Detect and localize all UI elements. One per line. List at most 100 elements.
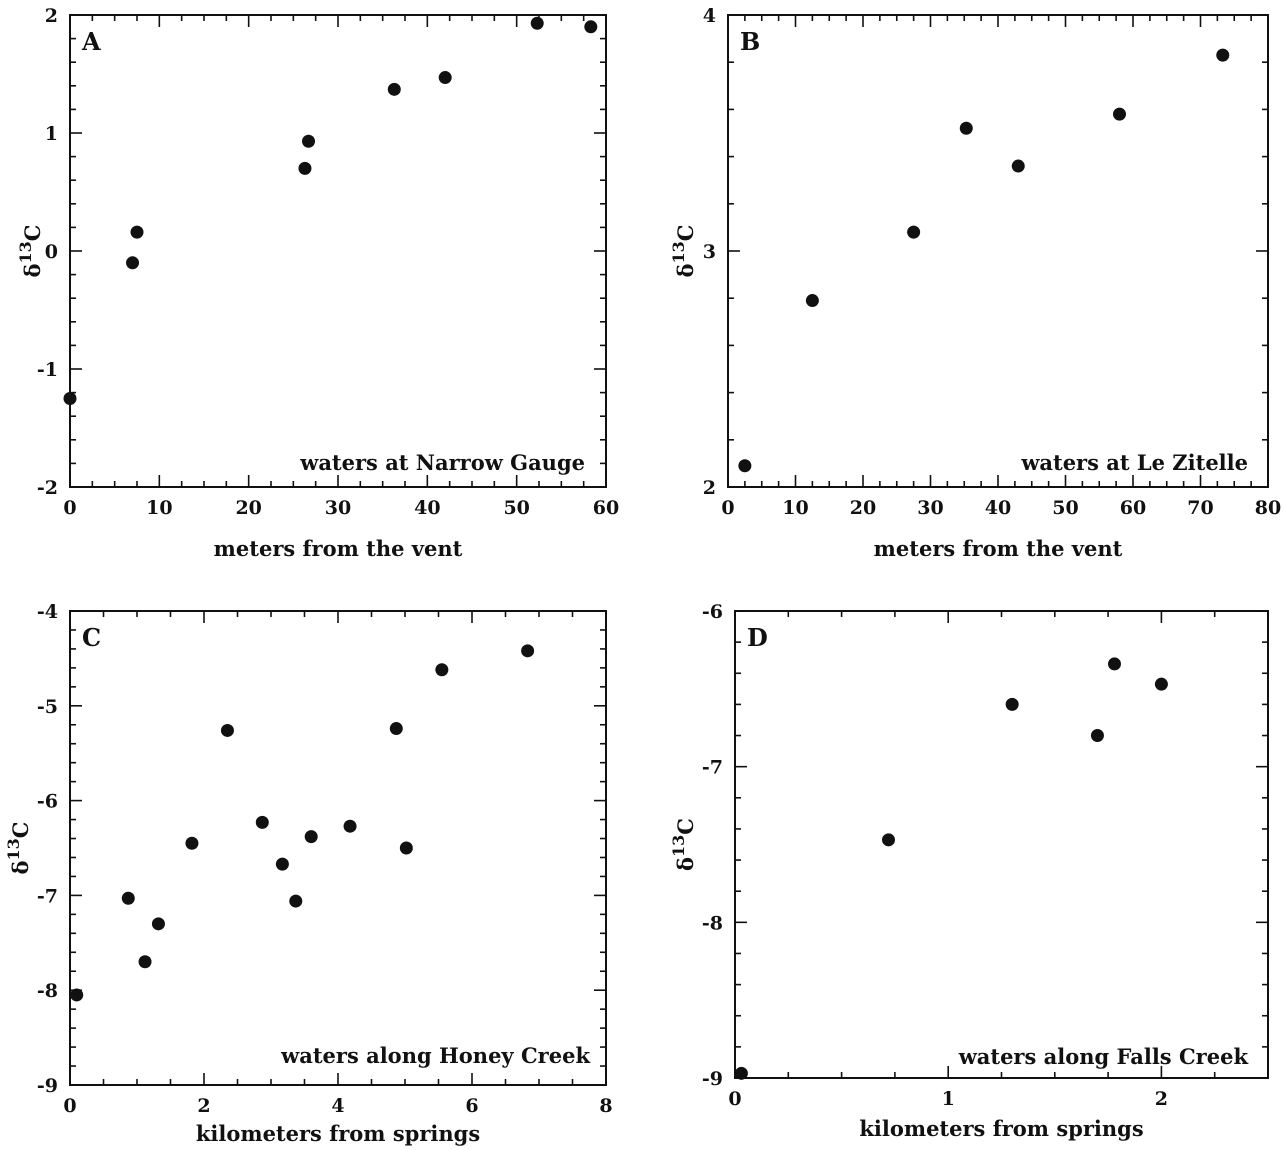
y-tick-label: -5 — [37, 696, 58, 718]
y-tick-label: 0 — [45, 241, 58, 263]
plot-frame — [69, 14, 607, 488]
data-point — [304, 830, 318, 844]
y-tick-label: -2 — [37, 477, 58, 499]
x-tick-label: 0 — [63, 1095, 76, 1117]
y-tick-label: -7 — [37, 885, 58, 907]
panel-letter: C — [82, 623, 101, 652]
data-point — [138, 955, 152, 969]
data-point — [151, 917, 165, 931]
y-tick-label: 2 — [703, 477, 716, 499]
data-point — [435, 663, 449, 677]
y-axis-label: δ13C — [669, 818, 698, 871]
x-tick-label: 6 — [465, 1095, 478, 1117]
x-tick-label: 20 — [235, 497, 261, 519]
panel-d: 0 1 2 -9 -8 -7 -6 kilometers from springs δ13C Dw… — [669, 601, 1269, 1141]
y-tick-label: -1 — [37, 359, 58, 381]
x-tick-label: 30 — [325, 497, 351, 519]
x-tick-label: 40 — [985, 497, 1011, 519]
y-tick-label: -8 — [37, 980, 58, 1002]
plot-frame — [69, 610, 607, 1086]
x-tick-label: 0 — [63, 497, 76, 519]
data-point — [907, 225, 921, 239]
data-point — [1107, 657, 1121, 671]
panel-letter: B — [740, 27, 760, 56]
x-tick-label: 50 — [1052, 497, 1078, 519]
y-tick-label: -4 — [37, 601, 58, 623]
x-tick-label: 10 — [146, 497, 172, 519]
data-point — [130, 225, 144, 239]
panel-c: 0 2 4 6 8 -9 -8 -7 -6 -5 -4 kilometers from springs… — [4, 601, 613, 1146]
x-tick-label: 40 — [414, 497, 440, 519]
data-point — [738, 459, 752, 473]
data-point — [1005, 697, 1019, 711]
panel-annotation: waters at Narrow Gauge — [299, 450, 585, 475]
data-point — [530, 16, 544, 30]
data-point — [389, 722, 403, 736]
panel-letter: D — [747, 623, 768, 652]
data-point — [521, 644, 535, 658]
y-tick-label: 3 — [703, 241, 716, 263]
panel-annotation: waters along Falls Creek — [958, 1044, 1249, 1069]
y-tick-label: -8 — [702, 912, 723, 934]
data-point — [734, 1066, 748, 1080]
y-tick-label: 4 — [703, 5, 716, 27]
x-tick-label: 60 — [1120, 497, 1146, 519]
x-tick-label: 20 — [850, 497, 876, 519]
data-point — [298, 161, 312, 175]
data-point — [882, 833, 896, 847]
x-axis-label: meters from the vent — [874, 536, 1123, 561]
data-point — [63, 392, 77, 405]
data-point — [1154, 677, 1168, 691]
data-point — [220, 723, 234, 737]
x-tick-label: 80 — [1255, 497, 1281, 519]
y-tick-label: -9 — [702, 1068, 723, 1090]
x-tick-label: 8 — [599, 1095, 612, 1117]
x-tick-label: 0 — [728, 1088, 741, 1110]
data-point — [399, 841, 413, 855]
y-tick-label: -6 — [702, 601, 723, 623]
y-axis-label: δ13C — [669, 225, 698, 278]
x-tick-label: 2 — [1155, 1088, 1168, 1110]
x-tick-label: 30 — [917, 497, 943, 519]
panel-annotation: waters along Honey Creek — [280, 1043, 590, 1068]
x-tick-label: 1 — [942, 1088, 955, 1110]
data-point — [805, 294, 819, 308]
y-axis-label: δ13C — [4, 822, 33, 875]
y-tick-label: -7 — [702, 757, 723, 779]
y-tick-label: 1 — [45, 123, 58, 145]
data-point — [959, 121, 973, 135]
data-point — [343, 819, 357, 833]
x-axis-label: kilometers from springs — [196, 1121, 480, 1146]
data-point — [121, 891, 135, 905]
x-tick-label: 70 — [1187, 497, 1213, 519]
x-tick-label: 10 — [782, 497, 808, 519]
x-tick-label: 60 — [593, 497, 619, 519]
data-point — [302, 134, 316, 148]
panel-b: 0 10 20 30 40 50 60 70 80 2 3 4 meters from the vent… — [669, 5, 1281, 561]
data-point — [70, 988, 84, 1002]
x-tick-label: 4 — [331, 1095, 344, 1117]
x-tick-label: 2 — [197, 1095, 210, 1117]
y-tick-label: -6 — [37, 791, 58, 813]
data-point — [1090, 729, 1104, 743]
data-point — [1216, 48, 1230, 62]
data-point — [275, 857, 289, 871]
data-point — [126, 256, 140, 270]
data-point — [289, 894, 303, 908]
data-point — [584, 20, 598, 34]
data-point — [438, 71, 452, 85]
x-tick-label: 0 — [721, 497, 734, 519]
data-point — [1011, 159, 1025, 173]
panel-letter: A — [81, 27, 101, 56]
plot-frame — [727, 14, 1269, 488]
data-point — [185, 836, 199, 850]
data-point — [387, 82, 401, 96]
y-axis-label: δ13C — [16, 225, 45, 278]
data-point — [1113, 107, 1126, 121]
x-axis-label: kilometers from springs — [859, 1116, 1143, 1141]
data-point — [255, 815, 269, 829]
panel-annotation: waters at Le Zitelle — [1020, 450, 1248, 475]
x-axis-label: meters from the vent — [214, 536, 463, 561]
x-tick-label: 50 — [503, 497, 529, 519]
